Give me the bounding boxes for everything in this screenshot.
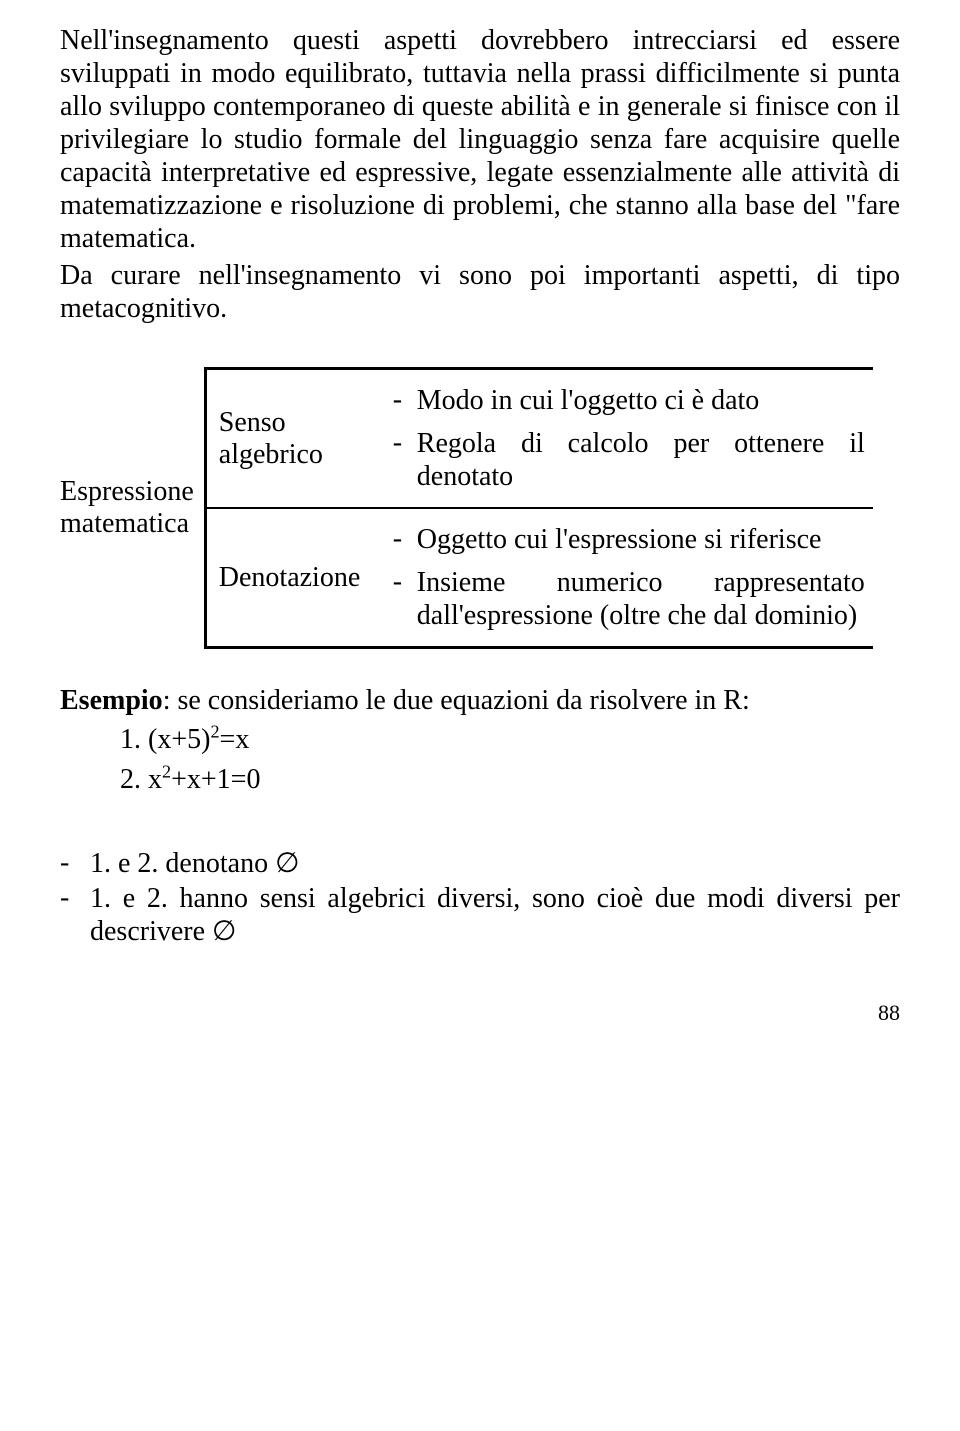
table-body: Senso algebrico - Modo in cui l'oggetto … [204, 367, 873, 649]
item-text: Oggetto cui l'espressione si riferisce [417, 523, 865, 556]
equation-2: 2. x2+x+1=0 [120, 761, 900, 799]
item-text: Regola di calcolo per ottenere il denota… [417, 427, 865, 493]
dash-icon: - [393, 384, 417, 416]
row2-items: - Oggetto cui l'espressione si riferisce… [385, 509, 873, 646]
eq2-b: +x+1=0 [171, 764, 260, 795]
conclusion-list: - 1. e 2. denotano ∅ - 1. e 2. hanno sen… [60, 847, 900, 948]
eq1-tail: =x [220, 724, 250, 755]
list-item: - Oggetto cui l'espressione si riferisce [393, 523, 865, 556]
list-item: - Regola di calcolo per ottenere il deno… [393, 427, 865, 493]
dash-icon: - [393, 427, 417, 459]
equation-list: 1. (x+5)2=x 2. x2+x+1=0 [120, 721, 900, 799]
table-row: Denotazione - Oggetto cui l'espressione … [207, 507, 873, 646]
item-text: Insieme numerico rappresentato dall'espr… [417, 566, 865, 632]
eq2-a: x [148, 764, 162, 795]
row2-label-line1: Denotazione [219, 562, 375, 594]
page: Nell'insegnamento questi aspetti dovrebb… [0, 0, 960, 1066]
empty-set-icon: ∅ [212, 916, 236, 947]
dash-icon: - [393, 566, 417, 598]
dash-icon: - [60, 847, 90, 880]
conclusion-2-text: 1. e 2. hanno sensi algebrici diversi, s… [90, 882, 900, 948]
dash-icon: - [60, 882, 90, 948]
row2-label: Denotazione [207, 509, 385, 646]
example-rest: : se consideriamo le due equazioni da ri… [163, 685, 750, 716]
example-bold: Esempio [60, 685, 163, 716]
table-left-label: Espressione matematica [60, 367, 204, 649]
table-row: Senso algebrico - Modo in cui l'oggetto … [207, 370, 873, 507]
eq2-num: 2. [120, 764, 141, 795]
equation-1: 1. (x+5)2=x [120, 721, 900, 759]
eq2-sup: 2 [162, 762, 171, 782]
eq1-num: 1. [120, 724, 141, 755]
paragraph-1: Nell'insegnamento questi aspetti dovrebb… [60, 24, 900, 255]
list-item: - Insieme numerico rappresentato dall'es… [393, 566, 865, 632]
left-label-line2: matematica [60, 508, 194, 540]
eq1-sup: 2 [210, 722, 219, 742]
c1-a: 1. e 2. denotano [90, 848, 275, 879]
dash-icon: - [393, 523, 417, 555]
page-number: 88 [60, 1000, 900, 1026]
example-heading: Esempio: se consideriamo le due equazion… [60, 685, 900, 717]
paragraph-2: Da curare nell'insegnamento vi sono poi … [60, 259, 900, 325]
row1-label-line2: algebrico [219, 439, 375, 471]
conclusion-2: - 1. e 2. hanno sensi algebrici diversi,… [60, 882, 900, 948]
eq1-body: (x+5) [148, 724, 210, 755]
conclusion-1: - 1. e 2. denotano ∅ [60, 847, 900, 880]
expression-table: Espressione matematica Senso algebrico -… [60, 367, 900, 649]
conclusion-1-text: 1. e 2. denotano ∅ [90, 847, 900, 880]
left-label-line1: Espressione [60, 476, 194, 508]
list-item: - Modo in cui l'oggetto ci è dato [393, 384, 865, 417]
empty-set-icon: ∅ [275, 848, 299, 879]
row1-label-line1: Senso [219, 407, 375, 439]
row1-items: - Modo in cui l'oggetto ci è dato - Rego… [385, 370, 873, 507]
item-text: Modo in cui l'oggetto ci è dato [417, 384, 865, 417]
row1-label: Senso algebrico [207, 370, 385, 507]
